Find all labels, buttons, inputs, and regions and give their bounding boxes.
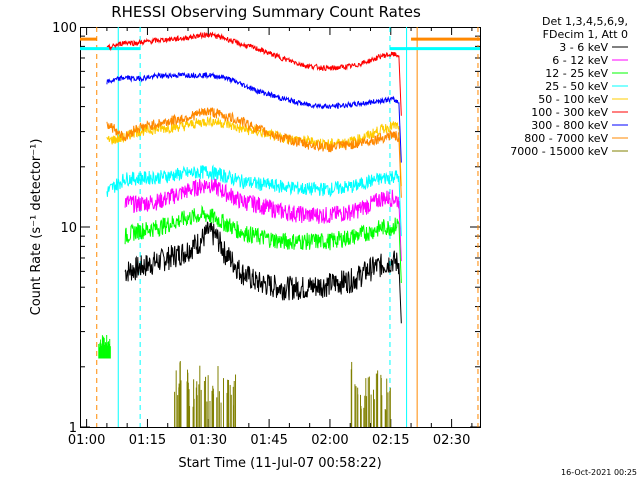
series-line bbox=[124, 204, 400, 251]
series-drop bbox=[398, 175, 402, 237]
series-line bbox=[106, 71, 399, 110]
series-line bbox=[106, 164, 399, 198]
series-drop bbox=[398, 263, 402, 324]
series-drop bbox=[398, 200, 402, 262]
series-drop bbox=[398, 55, 402, 116]
series-line bbox=[106, 116, 399, 150]
series-drop bbox=[398, 137, 402, 198]
x-tick-label: 01:15 bbox=[129, 433, 166, 448]
legend-entry: 3 - 6 keV bbox=[559, 41, 608, 54]
legend-entry: 100 - 300 keV bbox=[531, 106, 608, 119]
y-tick-label: 10 bbox=[60, 221, 77, 236]
legend-header: FDecim 1, Att 0 bbox=[543, 28, 628, 41]
legend-entry: 50 - 100 keV bbox=[538, 93, 608, 106]
series-drop bbox=[398, 102, 402, 163]
series-drop bbox=[398, 222, 402, 283]
x-axis-label: Start Time (11-Jul-07 00:58:22) bbox=[178, 456, 381, 471]
legend-header: Det 1,3,4,5,6,9, bbox=[542, 15, 628, 28]
legend-entry: 12 - 25 keV bbox=[545, 67, 608, 80]
x-tick-label: 01:45 bbox=[250, 433, 287, 448]
x-tick-label: 02:00 bbox=[311, 433, 348, 448]
legend-entry: 300 - 800 keV bbox=[531, 119, 608, 132]
series-line bbox=[106, 31, 399, 72]
y-tick-label: 100 bbox=[52, 21, 77, 36]
series-line bbox=[106, 107, 399, 153]
legend: Det 1,3,4,5,6,9,FDecim 1, Att 03 - 6 keV… bbox=[510, 15, 628, 158]
legend-entry: 800 - 7000 keV bbox=[524, 132, 608, 145]
x-tick-label: 01:30 bbox=[190, 433, 227, 448]
legend-entry: 7000 - 15000 keV bbox=[510, 145, 608, 158]
legend-entry: 6 - 12 keV bbox=[552, 54, 608, 67]
x-tick-label: 02:30 bbox=[433, 433, 470, 448]
legend-entry: 25 - 50 keV bbox=[545, 80, 608, 93]
y-tick-label: 1 bbox=[69, 421, 77, 436]
instrument-flags bbox=[80, 27, 480, 427]
footer-timestamp: 16-Oct-2021 00:25 bbox=[561, 468, 637, 477]
series-line bbox=[124, 221, 400, 301]
x-tick-label: 02:15 bbox=[372, 433, 409, 448]
series-line bbox=[124, 177, 400, 224]
x-tick-labels: 01:00 01:15 01:30 01:45 02:00 02:15 02:30 bbox=[68, 433, 470, 448]
series-lines bbox=[98, 31, 402, 427]
y-axis-label: Count Rate (s⁻¹ detector⁻¹) bbox=[29, 139, 44, 316]
chart-title: RHESSI Observing Summary Count Rates bbox=[111, 3, 421, 21]
x-tick-label: 01:00 bbox=[68, 433, 105, 448]
y-tick-labels: 100 10 1 bbox=[52, 21, 77, 436]
